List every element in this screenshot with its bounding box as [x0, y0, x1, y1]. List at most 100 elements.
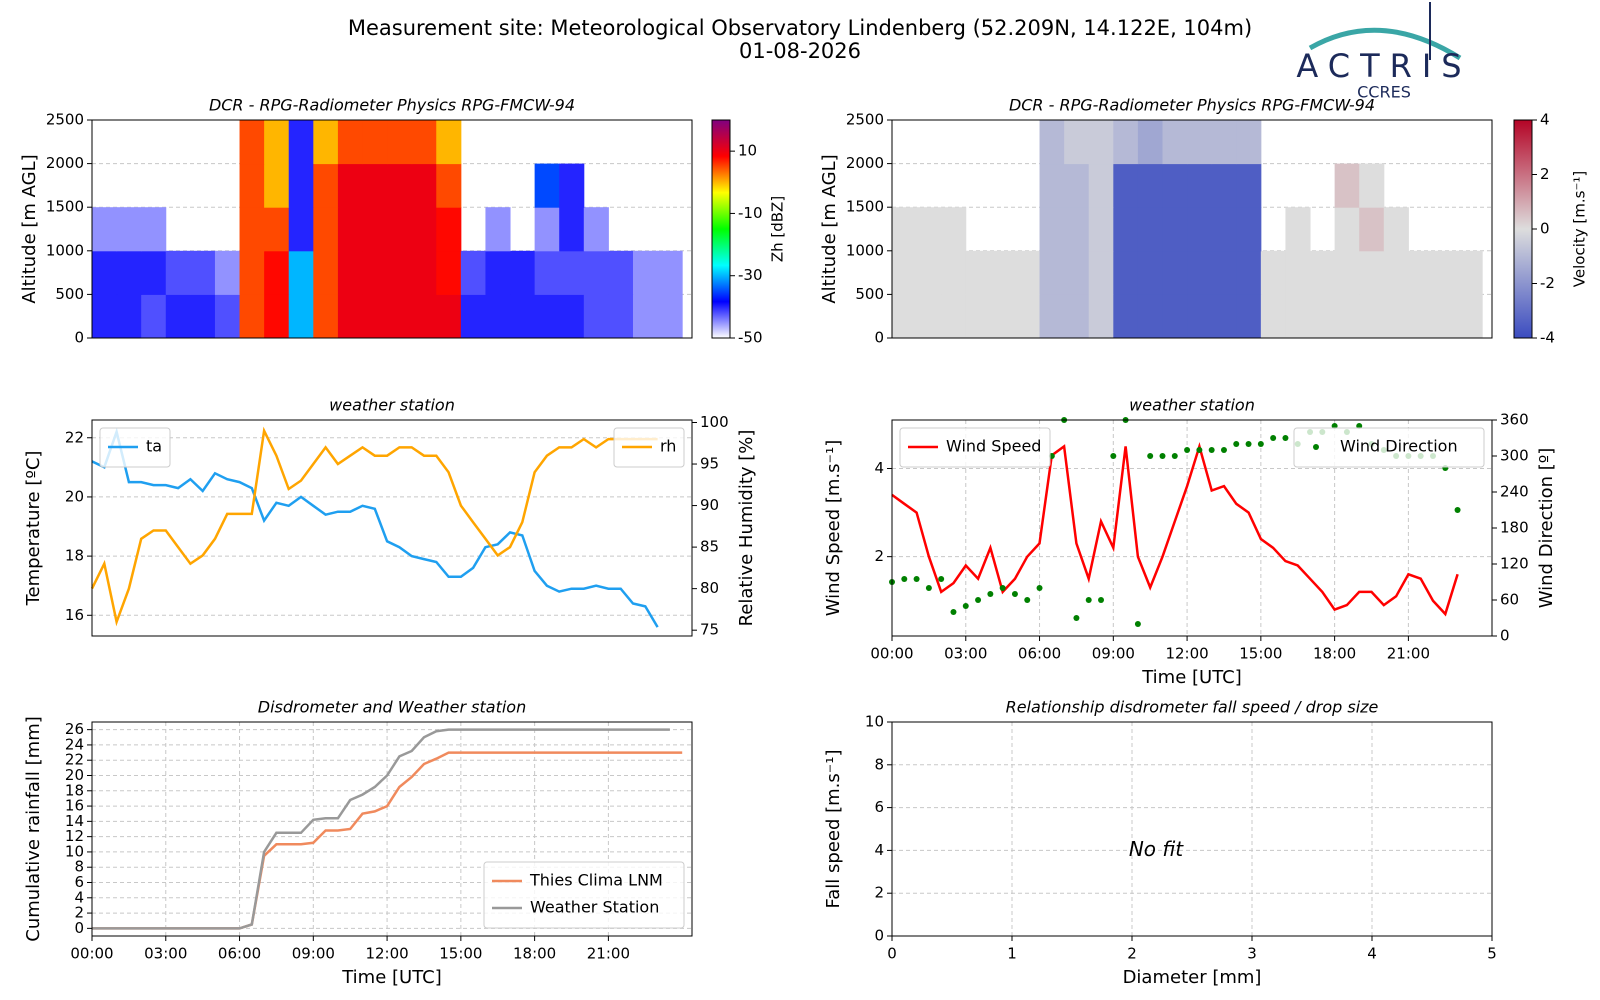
- y2-axis-label: Wind Direction [º]: [1536, 448, 1557, 609]
- y-tick-label: 2000: [46, 154, 84, 172]
- heatmap-cell: [214, 294, 241, 339]
- heatmap-cell: [337, 294, 363, 339]
- heatmap-cell: [214, 250, 241, 295]
- heatmap-cell: [288, 207, 314, 252]
- heatmap-cell: [1211, 294, 1237, 339]
- heatmap-cell: [190, 250, 216, 295]
- heatmap: [92, 120, 683, 339]
- y-tick-label: 2: [74, 904, 84, 922]
- heatmap-cell: [1162, 207, 1188, 252]
- heatmap-cell: [1137, 120, 1163, 165]
- heatmap-cell: [239, 207, 265, 252]
- heatmap-cell: [1334, 294, 1360, 339]
- heatmap-cell: [460, 294, 486, 339]
- heatmap-cell: [116, 250, 142, 295]
- heatmap-cell: [1187, 294, 1213, 339]
- y-axis-label: Cumulative rainfall [mm]: [23, 716, 44, 942]
- legend-swatch: [1313, 444, 1319, 450]
- heatmap-cell: [1014, 294, 1041, 339]
- y-tick-label: 4: [874, 841, 884, 859]
- y-tick-label: 20: [65, 766, 84, 784]
- heatmap-cell: [1137, 294, 1163, 339]
- heatmap-cell: [313, 163, 339, 208]
- data-point: [962, 603, 969, 609]
- heatmap-cell: [657, 294, 683, 339]
- heatmap-cell: [264, 294, 290, 339]
- x-tick-label: 03:00: [944, 645, 987, 663]
- heatmap-cell: [965, 250, 991, 295]
- heatmap-cell: [892, 294, 918, 339]
- heatmap-cell: [1039, 250, 1065, 295]
- y2-tick-label: 120: [1500, 555, 1529, 573]
- heatmap-cell: [559, 207, 585, 252]
- heatmap-cell: [1236, 207, 1262, 252]
- heatmap-cell: [1310, 250, 1336, 295]
- heatmap-cell: [1187, 250, 1213, 295]
- chart-title: DCR - RPG-Radiometer Physics RPG-FMCW-94: [1009, 96, 1375, 115]
- y-tick-label: 500: [855, 285, 884, 303]
- y-tick-label: 4: [874, 459, 884, 477]
- heatmap-cell: [92, 207, 118, 252]
- heatmap-cell: [1064, 163, 1090, 208]
- heatmap-cell: [436, 120, 462, 165]
- y-tick-label: 12: [65, 827, 84, 845]
- y2-axis-label: Relative Humidity [%]: [736, 430, 757, 627]
- x-axis-label: Diameter [mm]: [1123, 967, 1262, 988]
- y-tick-label: 16: [65, 797, 84, 815]
- heatmap-cell: [436, 250, 462, 295]
- heatmap-cell: [1236, 120, 1262, 165]
- colorbar-tick-label: -30: [738, 266, 763, 284]
- colorbar-label: Zh [dBZ]: [769, 196, 787, 262]
- heatmap-cell: [1260, 294, 1286, 339]
- heatmap-cell: [116, 294, 142, 339]
- x-tick-label: 0: [887, 945, 897, 963]
- heatmap-cell: [1334, 163, 1360, 208]
- x-tick-label: 15:00: [1239, 645, 1282, 663]
- chart-title: weather station: [1129, 396, 1255, 415]
- heatmap-cell: [1039, 163, 1065, 208]
- data-point: [1147, 453, 1154, 459]
- y-tick-label: 4: [74, 888, 84, 906]
- heatmap-cell: [534, 250, 560, 295]
- y-axis-label: Altitude [m AGL]: [19, 154, 40, 303]
- figure-title: Measurement site: Meteorological Observa…: [348, 16, 1252, 40]
- y2-tick-label: 75: [700, 621, 719, 639]
- legend-label: Weather Station: [530, 898, 659, 917]
- y-tick-label: 1000: [846, 241, 884, 259]
- heatmap-cell: [1432, 250, 1459, 295]
- colorbar-label: Velocity [m.s⁻¹]: [1571, 171, 1589, 287]
- heatmap-cell: [411, 207, 437, 252]
- y-tick-label: 20: [65, 487, 84, 505]
- y-tick-label: 500: [55, 285, 84, 303]
- heatmap-cell: [1432, 294, 1459, 339]
- legend-box: [1293, 427, 1485, 468]
- y-tick-label: 2500: [846, 111, 884, 129]
- colorbar: [711, 119, 731, 339]
- heatmap-cell: [1039, 294, 1065, 339]
- data-point: [1208, 447, 1215, 453]
- y-tick-label: 24: [65, 735, 84, 753]
- heatmap-cell: [411, 294, 437, 339]
- heatmap-cell: [1088, 250, 1114, 295]
- heatmap-cell: [1383, 294, 1409, 339]
- legend-label: Wind Direction: [1340, 437, 1458, 456]
- heatmap-cell: [1285, 294, 1311, 339]
- legend-label: Thies Clima LNM: [529, 871, 663, 890]
- data-point: [975, 597, 982, 603]
- heatmap-cell: [1064, 294, 1090, 339]
- x-tick-label: 03:00: [144, 945, 187, 963]
- heatmap-cell: [436, 294, 462, 339]
- heatmap-cell: [510, 250, 536, 295]
- plot-frame: [91, 419, 693, 637]
- x-tick-label: 12:00: [365, 945, 408, 963]
- y2-tick-label: 60: [1500, 591, 1519, 609]
- x-tick-label: 18:00: [1313, 645, 1356, 663]
- heatmap-cell: [941, 250, 967, 295]
- data-point: [1159, 453, 1166, 459]
- legend-label: ta: [146, 437, 162, 456]
- data-line: [891, 441, 1459, 617]
- heatmap-cell: [1088, 207, 1114, 252]
- heatmap-cell: [165, 250, 191, 295]
- data-point: [913, 576, 920, 582]
- y-tick-label: 22: [65, 428, 84, 446]
